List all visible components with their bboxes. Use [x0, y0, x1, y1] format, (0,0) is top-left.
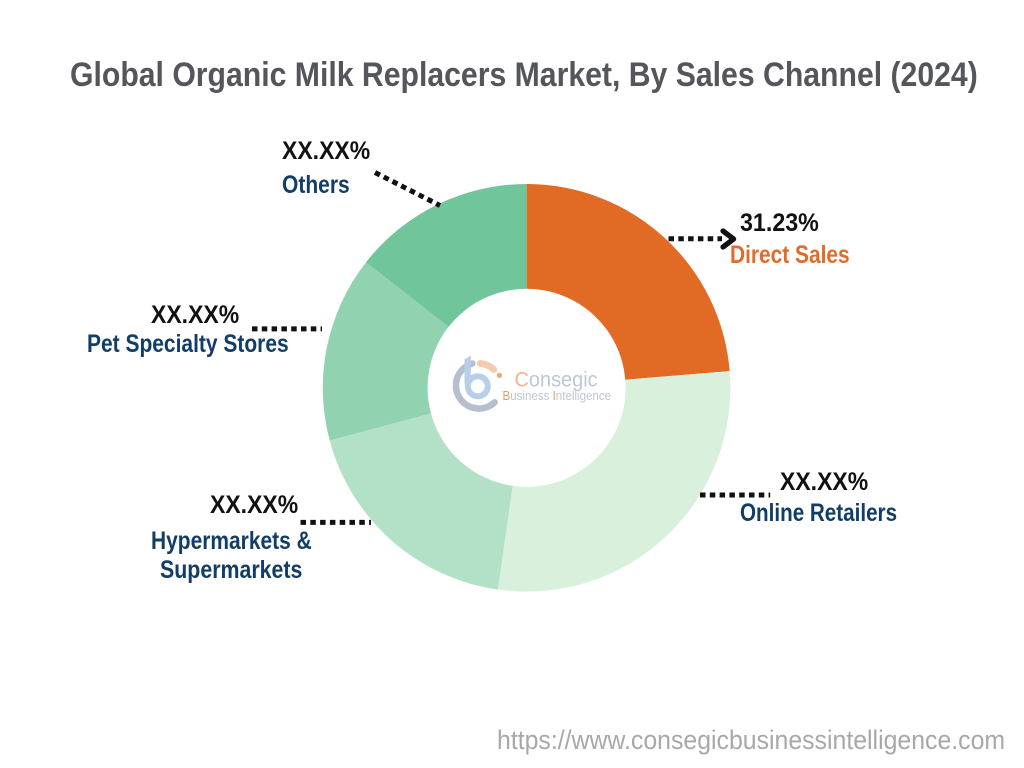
- svg-text:Consegic: Consegic: [515, 368, 598, 392]
- svg-text:Business Intelligence: Business Intelligence: [503, 388, 612, 403]
